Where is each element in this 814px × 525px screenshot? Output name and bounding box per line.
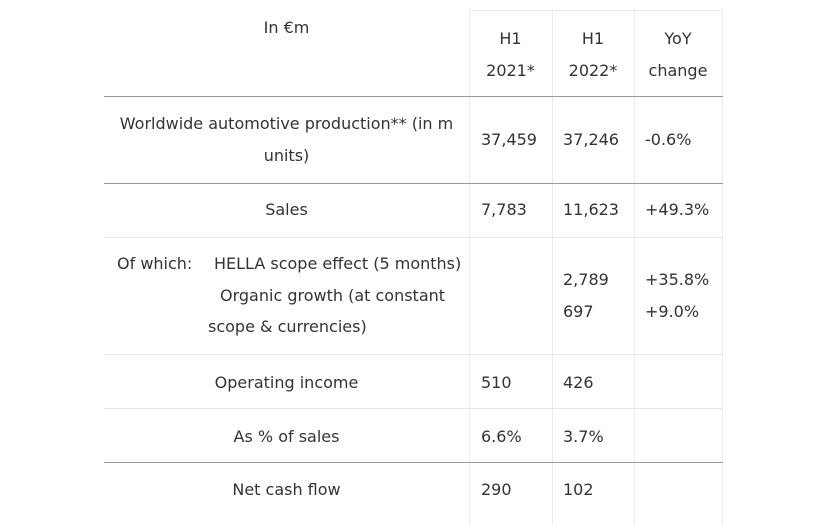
pct-of-sales-2021: 6.6% <box>481 427 522 446</box>
of-which-2022: 2,789 697 <box>563 270 609 321</box>
operating-income-2022: 426 <box>563 373 594 392</box>
production-2021: 37,459 <box>481 130 537 149</box>
row-label-net-cash-flow: Net cash flow <box>232 480 341 499</box>
col-divider <box>634 10 635 525</box>
operating-income-2021: 510 <box>481 373 512 392</box>
sales-2022: 11,623 <box>563 200 619 219</box>
of-which-prefix: Of which: <box>117 254 193 273</box>
unit-label: In €m <box>263 18 310 37</box>
row-divider <box>104 354 723 355</box>
col-divider <box>552 10 553 525</box>
organic-growth-label: Organic growth (at constant <box>220 286 446 305</box>
production-2022: 37,246 <box>563 130 619 149</box>
row-divider <box>104 237 723 238</box>
col-header-yoy: YoY change <box>648 29 708 80</box>
sales-yoy: +49.3% <box>645 200 710 219</box>
row-divider <box>104 462 723 463</box>
col-divider <box>469 10 470 525</box>
row-label-operating-income: Operating income <box>214 373 359 392</box>
col-header-h1-2021: H1 2021* <box>486 29 535 80</box>
organic-growth-label-cont: scope & currencies) <box>208 317 367 336</box>
net-cash-flow-2021: 290 <box>481 480 512 499</box>
row-divider <box>104 183 723 184</box>
row-label-pct-of-sales: As % of sales <box>233 427 340 446</box>
sales-2021: 7,783 <box>481 200 527 219</box>
col-header-h1-2022: H1 2022* <box>568 29 618 80</box>
net-cash-flow-2022: 102 <box>563 480 594 499</box>
row-divider <box>104 96 723 97</box>
of-which-yoy: +35.8% +9.0% <box>645 270 710 321</box>
row-label-sales: Sales <box>265 200 308 219</box>
scope-effect-label: HELLA scope effect (5 months) <box>214 254 462 273</box>
pct-of-sales-2022: 3.7% <box>563 427 604 446</box>
production-yoy: -0.6% <box>645 130 692 149</box>
col-divider <box>722 10 723 525</box>
row-divider <box>469 10 723 11</box>
row-divider <box>104 408 723 409</box>
